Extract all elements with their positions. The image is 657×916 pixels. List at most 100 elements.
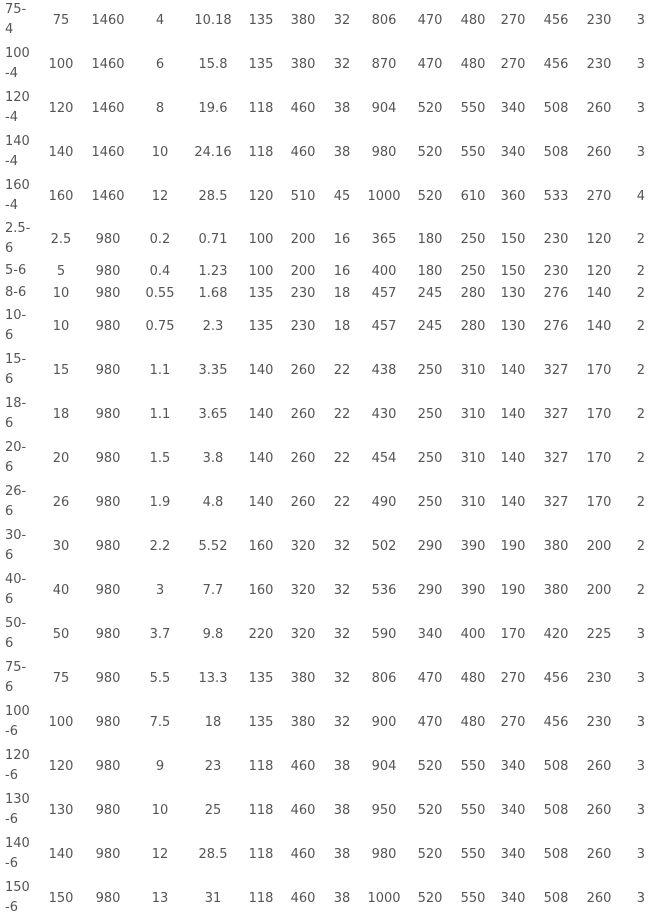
table-cell: 260 xyxy=(290,406,316,422)
row-label: 2.5-6 xyxy=(5,221,31,256)
table-cell: 260 xyxy=(290,362,316,378)
table-cell: 533 xyxy=(543,188,569,204)
row-label: 150-6 xyxy=(5,880,30,915)
table-cell: 220 xyxy=(248,626,274,642)
table-cell: 32 xyxy=(333,56,351,72)
table-cell: 430 xyxy=(371,406,397,422)
table-cell: 170 xyxy=(586,494,612,510)
table-cell: 18 xyxy=(204,714,222,730)
table-cell: 2.3 xyxy=(202,318,224,334)
table-cell: 5.5 xyxy=(149,670,171,686)
table-cell: 22 xyxy=(333,362,351,378)
table-cell: 0.71 xyxy=(198,231,228,247)
table-cell: 520 xyxy=(417,100,443,116)
table-cell: 28 xyxy=(636,538,645,554)
table-cell: 980 xyxy=(95,582,121,598)
table-cell: 950 xyxy=(371,802,397,818)
table-row: 160-4 160 1460 12 28.5 120 510 45 1000 520 610 360 5… xyxy=(0,174,645,218)
table-cell: 260 xyxy=(586,144,612,160)
row-label: 5-6 xyxy=(5,263,27,278)
table-cell: 904 xyxy=(371,100,397,116)
table-cell: 0.75 xyxy=(145,318,175,334)
table-cell: 135 xyxy=(248,56,274,72)
table-cell: 120 xyxy=(248,188,274,204)
table-cell: 457 xyxy=(371,285,397,301)
table-row: 100-6 100 980 7.5 18 135 380 32 900 470 480 270 456 2… xyxy=(0,700,645,744)
table-cell: 45 xyxy=(333,188,351,204)
table-cell: 260 xyxy=(290,494,316,510)
table-cell: 10.18 xyxy=(194,12,232,28)
table-cell: 980 xyxy=(95,318,121,334)
table-cell: 980 xyxy=(95,846,121,862)
table-cell: 400 xyxy=(371,263,397,279)
table-row: 5-6 5 980 0.4 1.23 100 200 16 400 180 250 150 230 120… xyxy=(0,260,645,282)
table-cell: 806 xyxy=(371,670,397,686)
table-cell: 8 xyxy=(155,100,165,116)
table-cell: 470 xyxy=(417,670,443,686)
table-cell: 15.8 xyxy=(198,56,228,72)
table-cell: 40 xyxy=(636,188,645,204)
table-cell: 100 xyxy=(248,231,274,247)
table-cell: 118 xyxy=(248,100,274,116)
table-cell: 327 xyxy=(543,494,569,510)
table-cell: 100 xyxy=(48,714,74,730)
table-cell: 245 xyxy=(417,285,443,301)
table-cell: 536 xyxy=(371,582,397,598)
table-cell: 16 xyxy=(333,263,351,279)
table-cell: 170 xyxy=(586,406,612,422)
row-label: 26-6 xyxy=(5,484,27,519)
table-cell: 1.1 xyxy=(149,362,171,378)
table-cell: 470 xyxy=(417,56,443,72)
table-cell: 32 xyxy=(333,714,351,730)
table-cell: 270 xyxy=(500,714,526,730)
table-cell: 32 xyxy=(333,670,351,686)
row-label: 100-6 xyxy=(5,704,30,739)
table-cell: 980 xyxy=(95,802,121,818)
table-cell: 120 xyxy=(586,263,612,279)
table-cell: 5.52 xyxy=(198,538,228,554)
table-row: 10-6 10 980 0.75 2.3 135 230 18 457 245 280 130 276 1… xyxy=(0,304,645,348)
row-label: 75-4 xyxy=(5,2,27,37)
table-cell: 320 xyxy=(290,582,316,598)
table-cell: 25 xyxy=(636,450,645,466)
table-cell: 380 xyxy=(290,12,316,28)
table-cell: 118 xyxy=(248,144,274,160)
table-cell: 120 xyxy=(48,100,74,116)
table-cell: 170 xyxy=(500,626,526,642)
table-cell: 35 xyxy=(636,12,645,28)
table-cell: 460 xyxy=(290,100,316,116)
table-cell: 340 xyxy=(500,144,526,160)
table-cell: 870 xyxy=(371,56,397,72)
table-row: 75-6 75 980 5.5 13.3 135 380 32 806 470 480 270 456 2… xyxy=(0,656,645,700)
table-row: 20-6 20 980 1.5 3.8 140 260 22 454 250 310 140 327 17… xyxy=(0,436,645,480)
table-cell: 200 xyxy=(290,263,316,279)
table-cell: 456 xyxy=(543,714,569,730)
table-cell: 480 xyxy=(460,12,486,28)
table-cell: 22 xyxy=(333,494,351,510)
table-cell: 130 xyxy=(500,318,526,334)
table-cell: 18 xyxy=(333,318,351,334)
table-cell: 200 xyxy=(290,231,316,247)
table-cell: 508 xyxy=(543,758,569,774)
table-cell: 13 xyxy=(151,890,169,906)
row-label: 120-6 xyxy=(5,748,30,783)
table-cell: 1460 xyxy=(91,188,125,204)
table-cell: 520 xyxy=(417,890,443,906)
table-cell: 502 xyxy=(371,538,397,554)
table-cell: 260 xyxy=(586,846,612,862)
table-cell: 150 xyxy=(500,231,526,247)
table-cell: 140 xyxy=(248,406,274,422)
table-cell: 250 xyxy=(460,231,486,247)
table-cell: 35 xyxy=(636,714,645,730)
table-cell: 480 xyxy=(460,56,486,72)
table-cell: 520 xyxy=(417,188,443,204)
table-cell: 2.2 xyxy=(149,538,171,554)
table-cell: 0.4 xyxy=(149,263,171,279)
table-cell: 980 xyxy=(95,362,121,378)
table-cell: 980 xyxy=(95,626,121,642)
table-cell: 150 xyxy=(48,890,74,906)
table-cell: 30 xyxy=(52,538,70,554)
table-cell: 28 xyxy=(636,582,645,598)
table-cell: 130 xyxy=(500,285,526,301)
table-cell: 360 xyxy=(500,188,526,204)
